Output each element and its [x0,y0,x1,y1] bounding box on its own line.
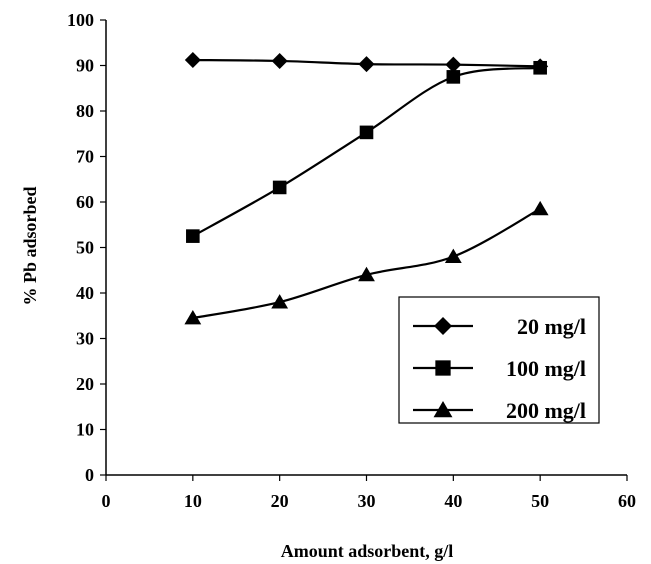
legend-marker-square [435,360,451,376]
data-point-square [446,70,461,84]
x-tick-label: 50 [531,491,549,511]
legend-label: 20 mg/l [517,314,586,339]
data-point-diamond [445,56,462,73]
y-axis-title: % Pb adsorbed [20,186,40,305]
legend-marker-diamond [434,317,452,335]
x-tick-label: 0 [102,491,111,511]
y-tick-label: 90 [76,56,94,76]
axes [105,20,627,476]
data-point-triangle [531,200,549,216]
x-tick-label: 30 [358,491,376,511]
data-point-square [186,229,200,243]
x-axis-title: Amount adsorbent, g/l [281,541,454,561]
y-tick-label: 50 [76,238,94,258]
data-point-triangle [444,248,462,263]
legend-label: 100 mg/l [506,356,586,381]
x-tick-label: 20 [271,491,289,511]
data-point-triangle [271,294,289,309]
data-point-square [533,60,547,75]
y-tick-label: 100 [67,10,94,30]
data-point-diamond [358,56,375,73]
axis-ticks: 0 10 20 30 40 50 60 70 80 90 100 0 10 20 30 40 50 60 [67,10,636,511]
series-markers [184,52,549,325]
y-tick-label: 10 [76,420,94,440]
y-tick-label: 60 [76,192,94,212]
data-point-triangle [358,266,375,282]
y-tick-label: 80 [76,101,94,121]
y-tick-label: 70 [76,147,94,167]
data-point-diamond [184,52,201,69]
y-tick-label: 30 [76,329,94,349]
data-point-square [272,180,287,195]
y-tick-label: 40 [76,283,94,303]
legend-label: 200 mg/l [506,398,586,423]
x-tick-label: 60 [618,491,636,511]
x-tick-label: 40 [444,491,462,511]
series-line-1 [192,66,541,238]
data-point-square [359,125,374,140]
x-tick-label: 10 [184,491,202,511]
legend-box [398,296,600,424]
data-point-triangle [184,310,202,325]
data-point-diamond [271,52,288,69]
y-tick-label: 0 [85,465,94,485]
legend-marker-triangle [433,401,453,418]
y-tick-label: 20 [76,374,94,394]
legend: 20 mg/l 100 mg/l 200 mg/l [398,296,600,424]
